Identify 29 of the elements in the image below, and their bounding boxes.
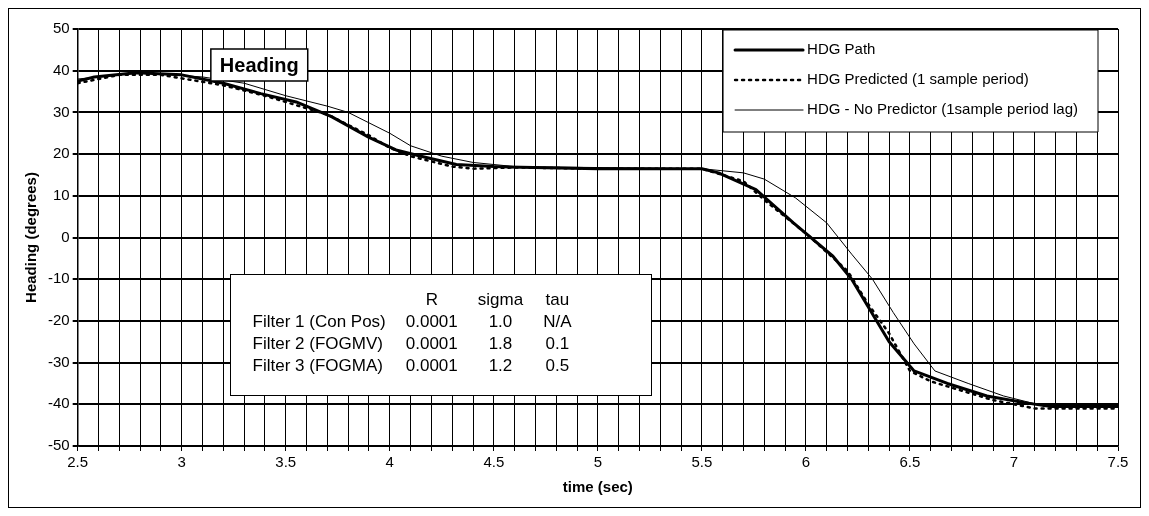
notes-table: R sigma tau Filter 1 (Con Pos) 0.0001 1.0 N/A Filter 2 (FOGMV) 0.0001 1.8 0.1 Filter 3 (FOGMA) 0.0001 1.2 0.5 — [229, 274, 653, 396]
legend-label: HDG Predicted (1 sample period) — [807, 70, 1029, 88]
legend-label: HDG Path — [807, 40, 876, 58]
y-tick-label: 0 — [61, 227, 70, 245]
x-tick-label: 5.5 — [691, 453, 713, 471]
y-tick-label: 50 — [52, 19, 70, 37]
y-tick-label: 20 — [52, 144, 70, 162]
x-tick-label: 7 — [1009, 453, 1019, 471]
y-tick-label: -20 — [47, 311, 70, 329]
y-tick-label: -50 — [47, 436, 70, 454]
x-tick-label: 3.5 — [275, 453, 297, 471]
y-tick-label: -30 — [47, 352, 70, 370]
x-tick-label: 3 — [177, 453, 186, 471]
y-axis-title: Heading (degrees) — [22, 172, 40, 303]
y-tick-label: -40 — [47, 394, 70, 412]
x-tick-label: 7.5 — [1107, 453, 1129, 471]
x-tick-label: 2.5 — [67, 453, 89, 471]
text: Heading — [219, 53, 299, 76]
y-tick-label: 30 — [52, 102, 70, 120]
x-tick-label: 6 — [801, 453, 811, 471]
x-tick-label: 6.5 — [899, 453, 921, 471]
y-tick-label: 10 — [52, 185, 70, 203]
x-axis-title: time (sec) — [562, 478, 633, 496]
x-tick-label: 4.5 — [483, 453, 505, 471]
legend-label: HDG - No Predictor (1sample period lag) — [807, 100, 1079, 118]
x-tick-label: 5 — [593, 453, 603, 471]
y-tick-label: 40 — [52, 60, 70, 78]
y-tick-label: -10 — [47, 269, 70, 287]
x-tick-label: 4 — [385, 453, 394, 471]
